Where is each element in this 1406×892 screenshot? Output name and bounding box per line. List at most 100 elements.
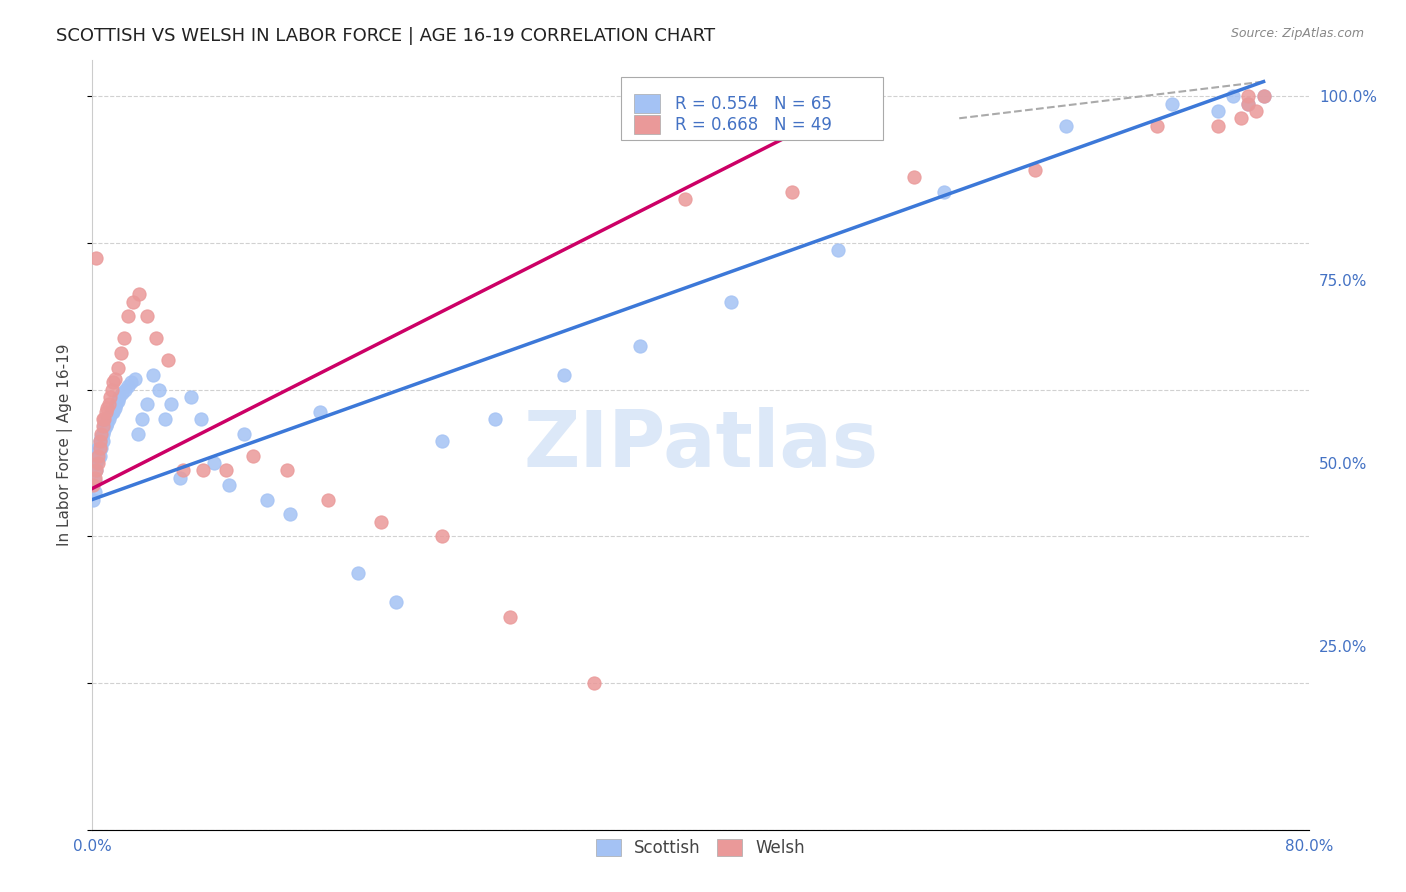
Point [1024, 162, 1046, 177]
Point [91, 419, 114, 434]
Point [172, 463, 194, 477]
Bar [634, 95, 661, 113]
Point [903, 169, 925, 184]
Point [553, 368, 575, 382]
Point [86, 463, 108, 477]
Point [86, 251, 108, 265]
Point [89, 434, 111, 448]
Point [484, 412, 506, 426]
Point [89, 449, 111, 463]
Point [97, 397, 120, 411]
Point [430, 529, 453, 543]
Point [673, 192, 696, 206]
Point [94, 419, 117, 434]
Point [104, 401, 127, 415]
Point [720, 294, 742, 309]
Point [98, 390, 121, 404]
Point [202, 456, 225, 470]
Point [385, 595, 408, 609]
Point [1253, 89, 1275, 103]
Point [1146, 119, 1168, 133]
Point [309, 404, 332, 418]
Point [91, 434, 114, 448]
Bar [634, 115, 661, 135]
Point [430, 434, 453, 448]
Point [117, 310, 139, 324]
Point [100, 404, 122, 418]
Point [347, 566, 370, 580]
Legend: Scottish, Welsh: Scottish, Welsh [589, 832, 813, 863]
Point [583, 676, 606, 690]
Point [1206, 103, 1229, 118]
Point [107, 393, 129, 408]
Point [103, 376, 125, 390]
Point [112, 331, 135, 345]
Point [142, 368, 165, 382]
Point [1244, 103, 1267, 118]
Point [1237, 96, 1260, 111]
Point [86, 463, 108, 477]
Point [96, 412, 118, 426]
Point [90, 430, 112, 444]
Point [93, 412, 115, 426]
Point [1237, 89, 1260, 103]
Point [135, 397, 157, 411]
Point [370, 515, 392, 529]
Point [215, 463, 238, 477]
Point [86, 456, 108, 470]
Point [103, 404, 125, 418]
Point [169, 470, 191, 484]
Point [278, 508, 301, 522]
Point [148, 383, 170, 397]
Point [89, 437, 111, 451]
Point [87, 452, 110, 467]
Text: R = 0.554   N = 65: R = 0.554 N = 65 [675, 95, 832, 112]
Point [153, 412, 176, 426]
Point [105, 397, 128, 411]
Point [256, 492, 278, 507]
Point [114, 383, 136, 397]
Point [191, 463, 214, 477]
Text: Source: ZipAtlas.com: Source: ZipAtlas.com [1230, 27, 1364, 40]
Point [91, 412, 114, 426]
Point [499, 610, 522, 624]
Point [93, 419, 115, 434]
Text: R = 0.668   N = 49: R = 0.668 N = 49 [675, 116, 832, 134]
Point [87, 456, 110, 470]
Point [104, 371, 127, 385]
Point [1222, 89, 1244, 103]
Point [87, 445, 110, 459]
Point [97, 412, 120, 426]
Point [100, 383, 122, 397]
Point [1054, 119, 1077, 133]
Point [628, 338, 651, 352]
Point [96, 401, 118, 415]
Point [190, 412, 212, 426]
Point [180, 390, 202, 404]
FancyBboxPatch shape [621, 78, 883, 140]
Point [84, 475, 107, 489]
Point [87, 442, 110, 456]
Point [108, 390, 131, 404]
Point [89, 434, 111, 448]
Point [89, 442, 111, 456]
Text: SCOTTISH VS WELSH IN LABOR FORCE | AGE 16-19 CORRELATION CHART: SCOTTISH VS WELSH IN LABOR FORCE | AGE 1… [56, 27, 716, 45]
Point [128, 287, 150, 301]
Point [91, 426, 114, 441]
Point [160, 397, 183, 411]
Point [233, 426, 256, 441]
Point [124, 371, 146, 385]
Point [242, 449, 264, 463]
Point [87, 449, 110, 463]
Text: ZIPatlas: ZIPatlas [523, 407, 879, 483]
Point [122, 294, 145, 309]
Point [94, 404, 117, 418]
Point [117, 379, 139, 393]
Point [1229, 112, 1251, 126]
Point [121, 376, 143, 390]
Point [1237, 96, 1260, 111]
Point [827, 244, 849, 258]
Point [1253, 89, 1275, 103]
Point [111, 386, 134, 401]
Point [82, 478, 104, 492]
